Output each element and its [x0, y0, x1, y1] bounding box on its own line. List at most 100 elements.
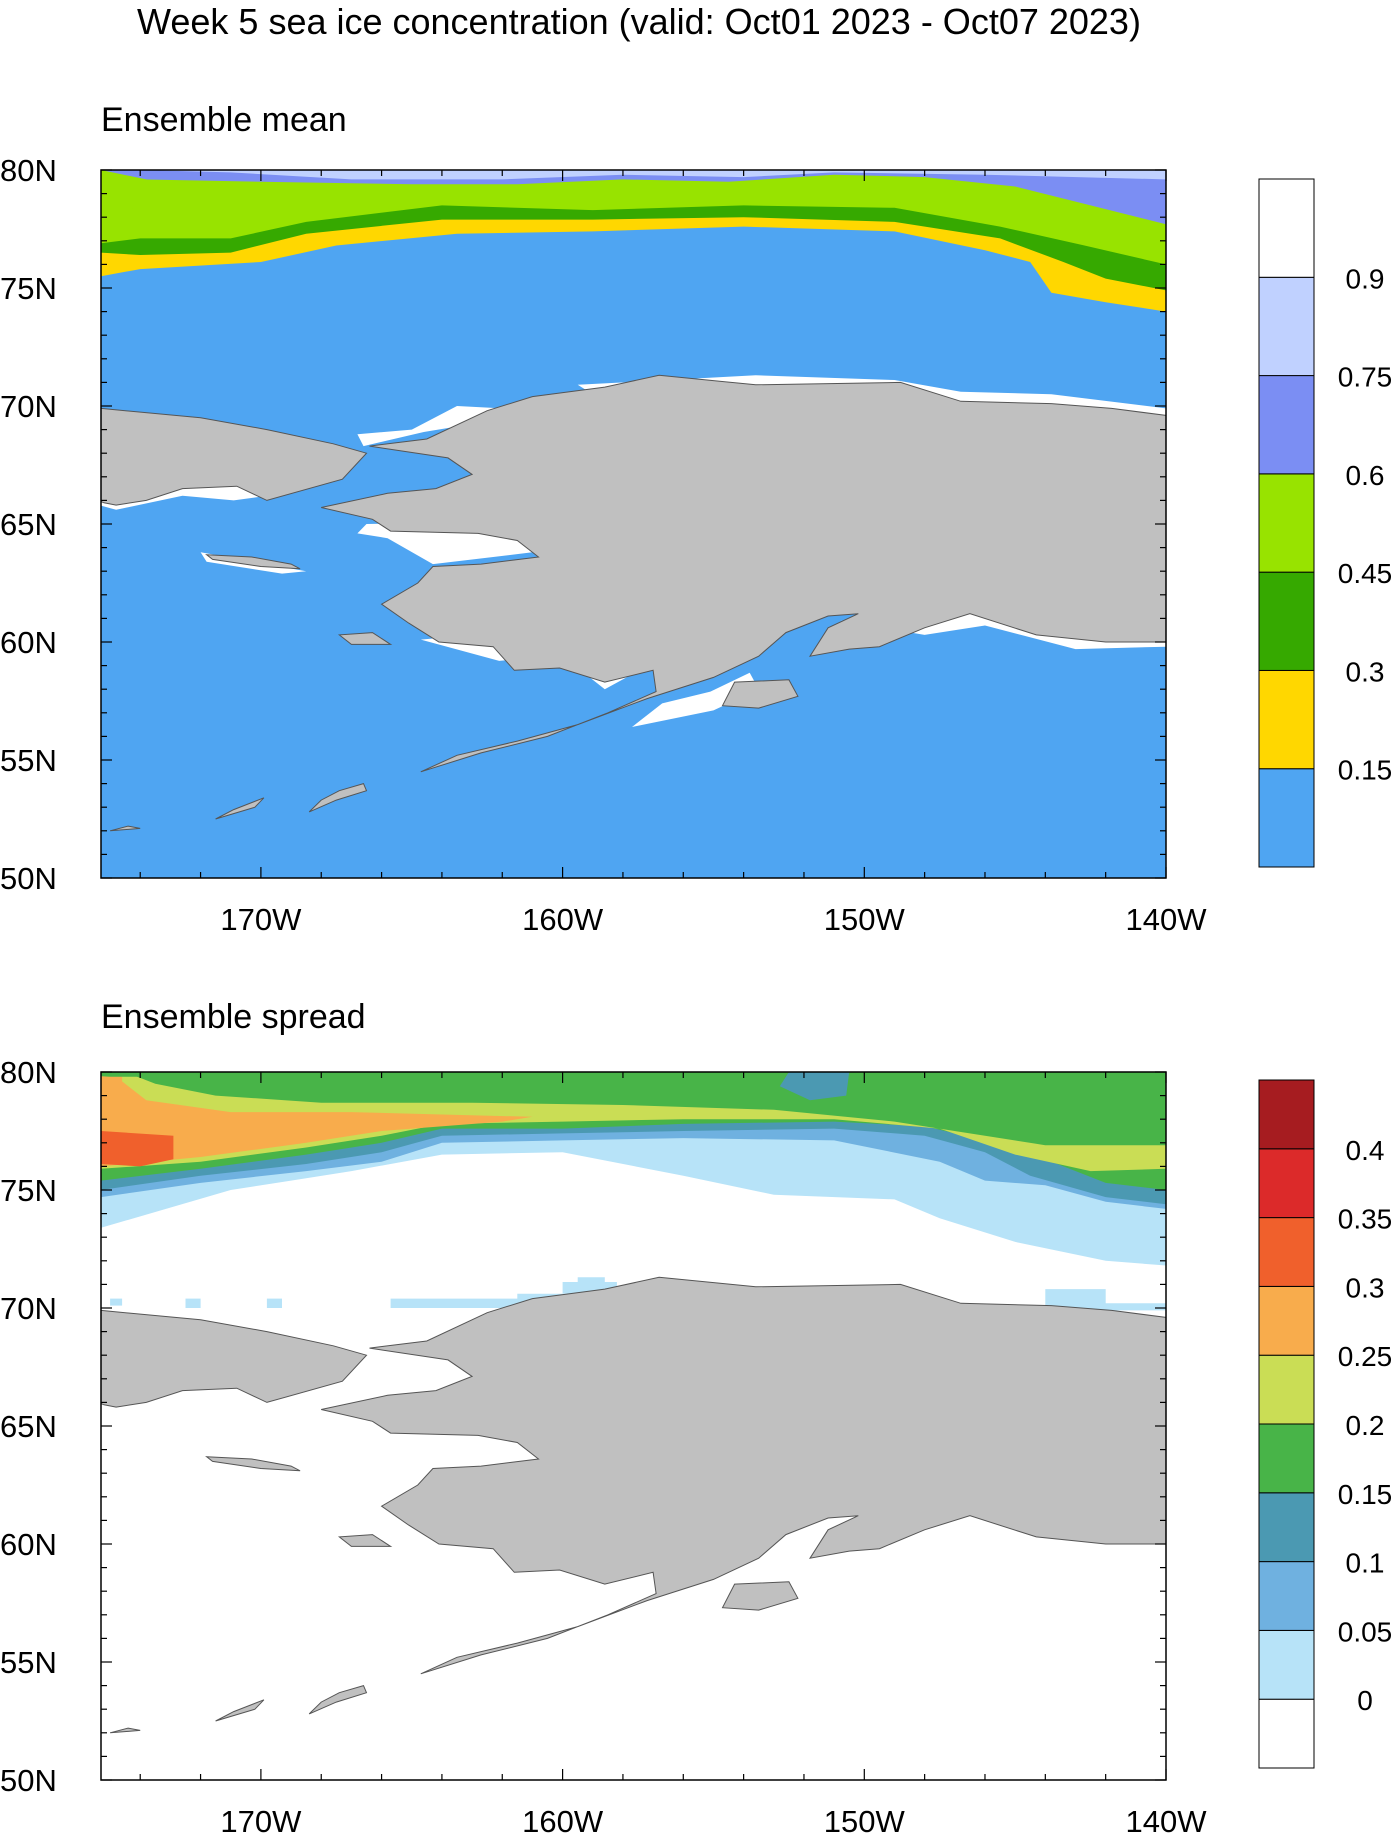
- colorbar-label: 0.45: [1338, 558, 1393, 589]
- ice-free-margin-6: [0, 366, 47, 387]
- colorbar-swatch: [1258, 178, 1315, 278]
- colorbar-swatch: [1258, 571, 1315, 671]
- land-stlawrence: [205, 1456, 301, 1472]
- contour-band-2: [101, 170, 1166, 265]
- lat-tick-label: 55N: [0, 1645, 57, 1680]
- colorbar-swatch: [1258, 768, 1315, 868]
- land-unimak: [308, 1684, 368, 1715]
- lon-tick-label: 140W: [1126, 1804, 1208, 1839]
- colorbar-swatch: [1258, 1698, 1315, 1769]
- contour-band-4: [101, 170, 1166, 180]
- colorbar-label: 0.15: [1338, 755, 1393, 786]
- spread-cell-4: [266, 1298, 282, 1308]
- colorbar-swatch: [1258, 276, 1315, 377]
- lon-tick-label: 160W: [522, 902, 604, 937]
- panel-title: Ensemble mean: [101, 101, 347, 139]
- lat-tick-label: 50N: [0, 1763, 57, 1798]
- colorbar-swatch: [1258, 1423, 1315, 1494]
- lat-tick-label: 80N: [0, 153, 57, 188]
- lat-tick-label: 70N: [0, 389, 57, 424]
- land-alaska: [321, 1276, 1166, 1675]
- land-wrangel: [0, 1273, 41, 1287]
- map-area: [0, 1072, 1166, 1780]
- spread-cell-5: [577, 1277, 605, 1287]
- lat-tick-label: 70N: [0, 1291, 57, 1326]
- colorbar-label: 0: [1357, 1685, 1373, 1716]
- spread-cell-1: [1045, 1289, 1166, 1311]
- colorbar-swatch: [1258, 1354, 1315, 1425]
- panel-ensemble-mean: Ensemble mean180170W160W150W140W80N75N70…: [0, 101, 1392, 937]
- colorbar-swatch: [1258, 1217, 1315, 1287]
- land-wrangel: [0, 371, 41, 385]
- colorbar-label: 0.3: [1346, 1272, 1385, 1303]
- land-isl3: [109, 1727, 141, 1734]
- land-nunivak: [337, 632, 393, 645]
- land-isl3: [109, 825, 141, 832]
- lat-tick-label: 65N: [0, 1409, 57, 1444]
- ice-free-margin-5: [632, 672, 759, 727]
- colorbar-label: 0.75: [1338, 362, 1393, 393]
- lat-tick-label: 55N: [0, 743, 57, 778]
- lat-tick-label: 60N: [0, 1527, 57, 1562]
- ice-free-margin-1: [357, 406, 503, 447]
- lat-tick-label: 65N: [0, 507, 57, 542]
- lon-tick-label: 140W: [1126, 902, 1208, 937]
- figure-title: Week 5 sea ice concentration (valid: Oct…: [137, 1, 1141, 42]
- contour-band-5: [101, 170, 165, 234]
- land-kodiak: [721, 679, 799, 709]
- land-chukotka: [101, 407, 368, 642]
- colorbar-label: 0.15: [1338, 1479, 1393, 1510]
- land-isl2: [56, 1738, 71, 1740]
- spread-cell-2: [110, 1298, 123, 1306]
- colorbar-label: 0.35: [1338, 1204, 1393, 1235]
- land-nunivak: [337, 1534, 393, 1547]
- land-umnak: [215, 1699, 265, 1722]
- land-unimak: [308, 782, 368, 813]
- contour-band-8: [779, 1072, 850, 1101]
- colorbar-swatch: [1258, 473, 1315, 573]
- contour-band-7: [101, 1072, 261, 1077]
- axis-ticks: [101, 1071, 1167, 1781]
- lon-tick-label: 150W: [824, 902, 906, 937]
- colorbar: 0 0.05 0.1 0.15 0.2 0.25 0.3 0.35 0.4: [1258, 1079, 1393, 1769]
- colorbar: 0.15 0.3 0.45 0.6 0.75 0.9: [1258, 178, 1393, 868]
- colorbar-label: 0.25: [1338, 1341, 1393, 1372]
- land-isl1: [11, 1735, 32, 1737]
- lat-tick-label: 75N: [0, 271, 57, 306]
- ice-free-margin-7: [53, 526, 101, 566]
- colorbar-swatch: [1258, 1629, 1315, 1700]
- panel-title: Ensemble spread: [101, 998, 366, 1036]
- colorbar-label: 0.1: [1346, 1548, 1385, 1579]
- colorbar-swatch: [1258, 1561, 1315, 1631]
- land-stlawrence: [205, 554, 301, 570]
- land-umnak: [215, 797, 265, 820]
- colorbar-swatch: [1258, 1079, 1315, 1150]
- lon-tick-label: 160W: [522, 1804, 604, 1839]
- land-chukotka: [101, 1309, 368, 1544]
- contour-band-6: [101, 1131, 174, 1167]
- colorbar-swatch: [1258, 1492, 1315, 1563]
- lat-tick-label: 75N: [0, 1173, 57, 1208]
- colorbar-swatch: [1258, 1148, 1315, 1219]
- lon-tick-label: 170W: [220, 1804, 302, 1839]
- colorbar-swatch: [1258, 375, 1315, 475]
- lon-tick-label: 150W: [824, 1804, 906, 1839]
- axis-ticks: [101, 169, 1167, 879]
- lat-tick-label: 50N: [0, 861, 57, 896]
- colorbar-label: 0.4: [1346, 1135, 1385, 1166]
- lat-tick-label: 60N: [0, 625, 57, 660]
- land-isl2: [56, 836, 71, 838]
- spread-cell-3: [185, 1298, 201, 1308]
- lat-tick-label: 80N: [0, 1055, 57, 1090]
- colorbar-label: 0.9: [1346, 263, 1385, 294]
- land-kodiak: [721, 1581, 799, 1611]
- colorbar-swatch: [1258, 669, 1315, 770]
- lon-tick-label: 170W: [220, 902, 302, 937]
- map-area: [0, 170, 1166, 878]
- contour-band-5: [101, 1072, 533, 1167]
- land-isl1: [11, 833, 32, 835]
- contour-band-3: [101, 1072, 1166, 1190]
- land-alaska: [321, 374, 1166, 773]
- colorbar-label: 0.2: [1346, 1410, 1385, 1441]
